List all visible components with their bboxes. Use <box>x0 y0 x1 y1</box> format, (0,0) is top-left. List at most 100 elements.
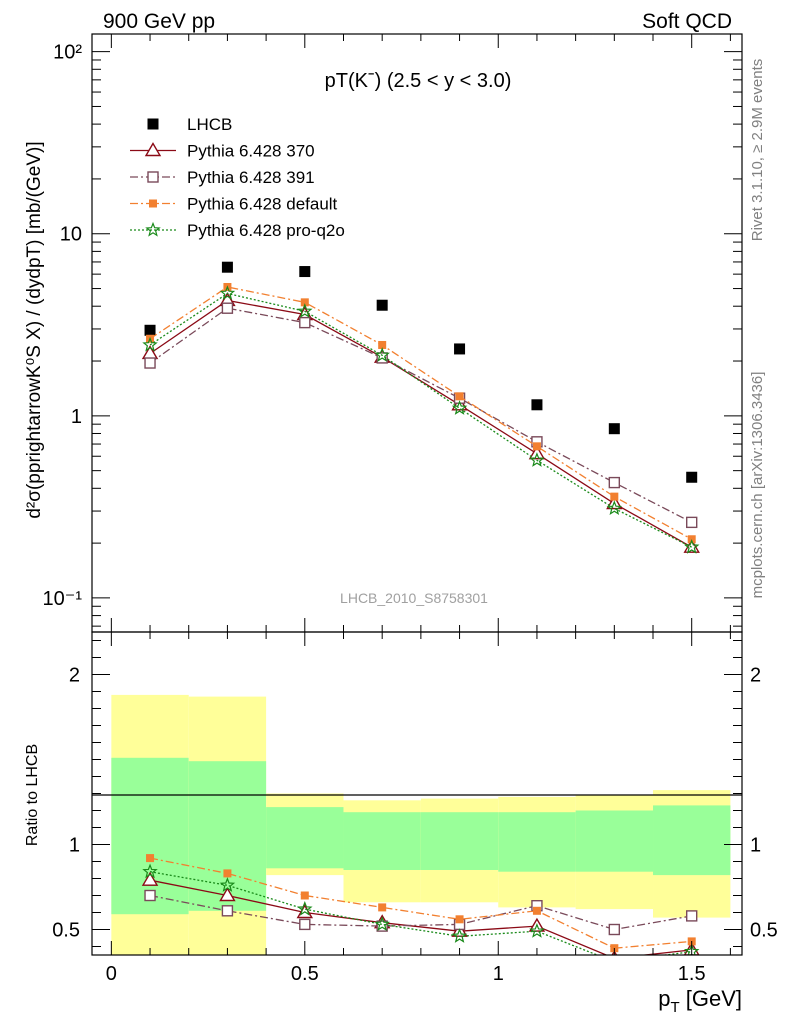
ratio-point <box>223 869 232 878</box>
ratio-point <box>219 877 236 892</box>
data-point <box>608 476 621 489</box>
ratio-point <box>374 916 390 932</box>
green-band <box>343 812 421 870</box>
data-point <box>608 423 620 435</box>
header-right: Soft QCD <box>642 10 732 33</box>
data-point <box>300 298 309 307</box>
ratio-point <box>300 891 309 900</box>
data-point <box>610 492 619 501</box>
legend-label: Pythia 6.428 pro-q2o <box>187 221 345 240</box>
ratio-point <box>455 915 464 924</box>
green-band <box>575 810 654 872</box>
ratio-y-axis-label: Ratio to LHCB <box>24 744 41 846</box>
ratio-point <box>529 923 545 938</box>
data-point <box>455 392 464 401</box>
ratio-line <box>149 871 692 955</box>
data-point <box>454 343 466 355</box>
rivet-version-label: Rivet 3.1.10, ≥ 2.9M events <box>749 59 766 242</box>
ratio-line <box>149 857 692 949</box>
data-point <box>142 336 158 352</box>
ratio-point <box>142 863 158 879</box>
data-point <box>451 400 468 415</box>
ratio-point <box>378 903 387 912</box>
ratio-plot-axes: 0.5 0.5 1 1 2 2 0 0.5 1 1.5 <box>52 632 778 985</box>
data-point <box>297 303 313 318</box>
data-point <box>376 299 388 311</box>
ratio-point <box>144 889 156 902</box>
ratio-line <box>149 879 692 955</box>
data-point <box>374 347 390 362</box>
ratio-y-tick-label: 0.5 <box>52 920 80 942</box>
legend-entry: LHCB <box>147 115 232 134</box>
data-point <box>299 316 311 329</box>
x-tick-label: 0.5 <box>291 963 319 985</box>
ratio-y-tick-label: 1 <box>69 835 80 857</box>
x-tick-label: 1 <box>493 963 504 985</box>
legend-label: Pythia 6.428 default <box>187 195 338 214</box>
ratio-y-tick-label: 2 <box>750 665 761 687</box>
data-point <box>219 285 236 301</box>
y-tick-label: 1 <box>71 406 82 428</box>
series-line <box>149 292 692 548</box>
ratio-point <box>608 923 621 936</box>
data-point <box>606 500 623 516</box>
ratio-point <box>141 871 159 886</box>
ratio-point <box>297 900 313 916</box>
ratio-point <box>613 953 615 955</box>
series-line <box>149 286 693 540</box>
plot-title: pT(Kˉ) (2.5 < y < 3.0) <box>325 70 512 92</box>
x-tick-label: 0 <box>106 963 117 985</box>
legend-marker <box>147 118 159 130</box>
legend-marker <box>145 221 161 237</box>
ratio-point <box>376 920 388 932</box>
ratio-y-tick-label: 0.5 <box>750 920 778 942</box>
green-band <box>188 761 267 911</box>
data-point <box>532 442 541 451</box>
data-point <box>221 261 233 273</box>
data-point <box>144 357 156 369</box>
ratio-point <box>451 928 468 943</box>
legend-entry: Pythia 6.428 default <box>130 195 338 214</box>
x-tick-label: 1.5 <box>678 963 706 985</box>
green-band <box>266 807 344 869</box>
ratio-y-tick-label: 1 <box>750 835 761 857</box>
header-left: 900 GeV pp <box>103 10 215 33</box>
legend: LHCB Pythia 6.428 370 Pythia 6.428 391 Pyth… <box>130 115 345 240</box>
series-line <box>149 299 693 548</box>
series-lhcb <box>144 261 698 483</box>
data-point <box>686 516 698 529</box>
data-point <box>378 340 387 349</box>
green-band <box>653 805 731 876</box>
ratio-point <box>532 906 541 915</box>
source-label: mcplots.cern.ch [arXiv:1306.3436] <box>749 372 766 599</box>
y-axis-label: d²σ(pprightarrowK⁰S X) / (dydpT) [mb/(Ge… <box>24 141 45 518</box>
data-point <box>299 266 311 278</box>
y-tick-label: 10⁻¹ <box>43 588 83 610</box>
data-point <box>531 399 543 411</box>
ratio-line <box>149 894 692 931</box>
legend-entry: Pythia 6.428 pro-q2o <box>130 221 345 240</box>
ratio-uncertainty-bands <box>111 694 731 955</box>
legend-marker <box>147 171 159 183</box>
ratio-y-tick-label: 2 <box>69 665 80 687</box>
ratio-point <box>221 905 234 917</box>
ratio-pythia-6-428-391 <box>144 889 698 936</box>
green-band <box>111 757 189 915</box>
data-point <box>683 539 700 554</box>
ratio-point <box>219 887 236 902</box>
y-tick-label: 10 <box>60 224 82 246</box>
main-plot-panel: 10⁻¹ 1 10 10² pT(Kˉ) (2.5 < y < 3.0) d²σ(pp… <box>24 33 743 633</box>
legend-entry: Pythia 6.428 370 <box>130 142 315 161</box>
analysis-id-label: LHCB_2010_S8758301 <box>340 590 488 606</box>
ratio-point <box>146 854 155 863</box>
ratio-point <box>299 918 311 931</box>
ratio-point <box>686 910 698 922</box>
legend-label: Pythia 6.428 391 <box>187 168 315 187</box>
y-tick-label: 10² <box>53 42 82 64</box>
legend-marker <box>144 142 162 157</box>
main-plot-axes: 10⁻¹ 1 10 10² <box>43 34 742 632</box>
legend-label: Pythia 6.428 370 <box>187 142 315 161</box>
data-point <box>686 471 698 483</box>
data-point <box>529 452 545 467</box>
